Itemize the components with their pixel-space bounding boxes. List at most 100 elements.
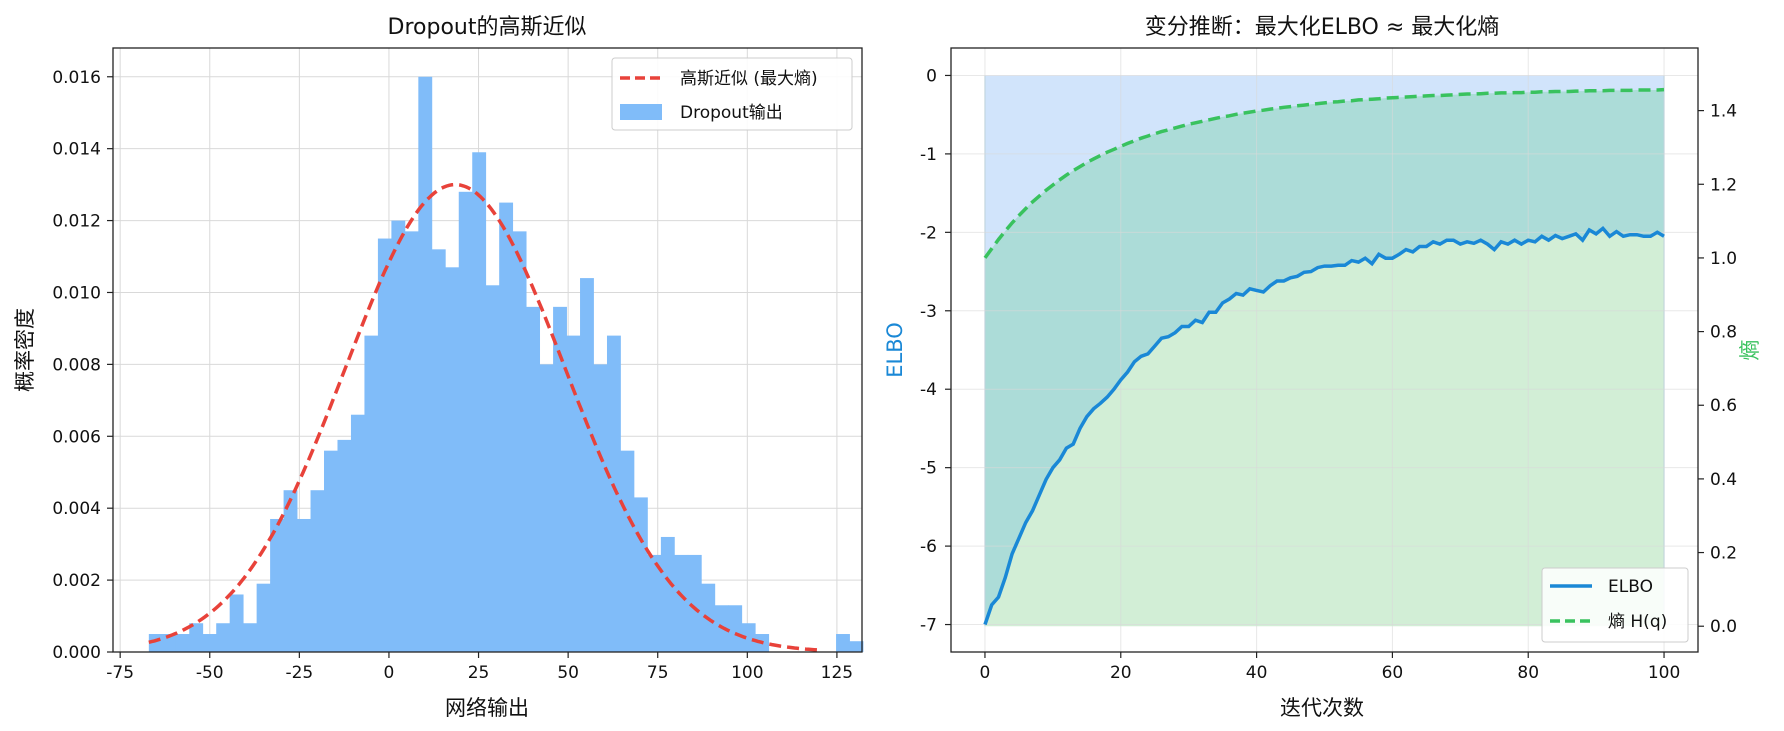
histogram-bar <box>270 518 284 652</box>
histogram-bar <box>593 364 608 652</box>
histogram-bar <box>849 641 864 652</box>
y-tick-label: -7 <box>920 616 937 636</box>
histogram-bar <box>499 202 514 652</box>
right-y-axis-label: 熵 <box>1738 340 1762 361</box>
x-tick-label: 80 <box>1517 663 1539 683</box>
x-tick-label: -75 <box>106 663 134 683</box>
histogram-bar <box>472 152 487 652</box>
y-tick-label: 0.000 <box>52 643 101 663</box>
left-y-axis-label: ELBO <box>883 322 907 378</box>
histogram-bar <box>404 231 419 652</box>
histogram-bar <box>297 518 311 652</box>
legend: 高斯近似 (最大熵) Dropout输出 <box>611 57 853 131</box>
y2-tick-label: 0.6 <box>1710 396 1737 416</box>
histogram-bar <box>620 450 635 652</box>
histogram-chart: Dropout的高斯近似 -75 -50 -25 0 25 50 75 100 125 0.00… <box>13 15 864 720</box>
histogram-bar <box>243 623 258 652</box>
y2-tick-label: 0.0 <box>1710 617 1737 637</box>
x-axis-ticks: 0 20 40 60 80 100 <box>980 652 1680 683</box>
histogram-bar <box>647 554 662 652</box>
legend-histogram-swatch <box>620 104 662 120</box>
histogram-bar <box>580 278 594 652</box>
histogram-bar <box>391 220 406 653</box>
y-tick-label: -3 <box>920 302 937 322</box>
x-tick-label: 25 <box>468 663 490 683</box>
y-tick-label: -5 <box>920 459 937 479</box>
histogram-bar <box>202 634 217 652</box>
legend-curve-label: 高斯近似 (最大熵) <box>680 69 818 89</box>
histogram-bar <box>728 605 743 652</box>
legend-histogram-label: Dropout输出 <box>680 103 783 123</box>
x-axis-ticks: -75 -50 -25 0 25 50 75 100 125 <box>106 652 853 683</box>
histogram-bar <box>162 634 177 652</box>
histogram-bar <box>310 490 325 652</box>
x-axis-label: 网络输出 <box>445 696 529 720</box>
y-tick-label: 0.006 <box>52 427 101 447</box>
x-tick-label: -25 <box>285 663 313 683</box>
histogram-bar <box>350 414 365 652</box>
chart-title: Dropout的高斯近似 <box>388 15 587 40</box>
histogram-bar <box>337 439 352 652</box>
legend-elbo-label: ELBO <box>1608 577 1653 597</box>
overlap-fill <box>985 89 1664 625</box>
histogram-bar <box>175 634 190 652</box>
y2-tick-label: 0.4 <box>1710 470 1737 490</box>
histogram-bar <box>256 583 271 652</box>
histogram-bar <box>512 231 527 652</box>
legend: ELBO 熵 H(q) <box>1541 567 1689 643</box>
y2-tick-label: 1.0 <box>1710 249 1737 269</box>
histogram-bar <box>660 536 675 652</box>
histogram-bar <box>458 191 473 653</box>
y-tick-label: 0.004 <box>52 499 101 519</box>
y-tick-label: -2 <box>920 223 937 243</box>
histogram-bar <box>526 306 541 652</box>
y-tick-label: 0.012 <box>52 212 101 232</box>
histogram-bar <box>418 76 433 652</box>
y-axis-ticks: 0.000 0.002 0.004 0.006 0.008 0.010 0.012 0.014… <box>52 68 113 663</box>
histogram-bar <box>566 335 581 652</box>
y2-tick-label: 0.8 <box>1710 323 1737 343</box>
y-tick-label: 0.016 <box>52 68 101 88</box>
gaussian-curve <box>148 182 823 652</box>
entropy-line <box>983 87 1665 259</box>
histogram-bar <box>377 238 392 653</box>
histogram-bar <box>364 335 379 652</box>
y-tick-label: 0.010 <box>52 283 101 303</box>
right-y-axis-ticks: 0.0 0.2 0.4 0.6 0.8 1.0 1.2 1.4 <box>1698 102 1737 637</box>
x-tick-label: 20 <box>1110 663 1132 683</box>
histogram-bar <box>539 364 554 652</box>
y-tick-label: 0.014 <box>52 140 101 160</box>
shaded-regions <box>984 75 1665 627</box>
plot-frame <box>950 47 1699 653</box>
y-tick-label: 0.002 <box>52 571 101 591</box>
legend-entropy-label: 熵 H(q) <box>1608 612 1667 632</box>
histogram-bar <box>485 285 500 652</box>
chart-title: 变分推断：最大化ELBO ≈ 最大化熵 <box>1145 15 1500 40</box>
histogram-bar <box>431 249 446 653</box>
x-tick-label: 75 <box>647 663 669 683</box>
x-tick-label: -50 <box>196 663 224 683</box>
plot-frame <box>112 47 863 653</box>
histogram-bar <box>216 623 231 652</box>
x-tick-label: 60 <box>1382 663 1404 683</box>
y2-tick-label: 1.2 <box>1710 175 1737 195</box>
y-tick-label: -4 <box>920 380 937 400</box>
histogram-bar <box>741 623 756 652</box>
x-tick-label: 100 <box>1648 663 1680 683</box>
y-axis-label: 概率密度 <box>13 308 37 392</box>
histogram-bar <box>674 554 689 652</box>
x-axis-label: 迭代次数 <box>1280 696 1364 720</box>
histogram-bar <box>633 497 648 652</box>
histogram-bar <box>445 267 460 652</box>
histogram-bar <box>324 450 338 652</box>
histogram-bar <box>687 554 702 652</box>
left-y-axis-ticks: -7 -6 -5 -4 -3 -2 -1 0 <box>920 66 951 636</box>
x-tick-label: 40 <box>1246 663 1268 683</box>
y-tick-label: 0.008 <box>52 355 101 375</box>
y2-tick-label: 0.2 <box>1710 544 1737 564</box>
elbo-entropy-chart: 变分推断：最大化ELBO ≈ 最大化熵 0 20 40 60 80 100 -7-6-5-… <box>883 15 1762 720</box>
histogram-bar <box>553 306 567 652</box>
x-tick-label: 125 <box>821 663 853 683</box>
y-tick-label: -6 <box>920 537 937 557</box>
